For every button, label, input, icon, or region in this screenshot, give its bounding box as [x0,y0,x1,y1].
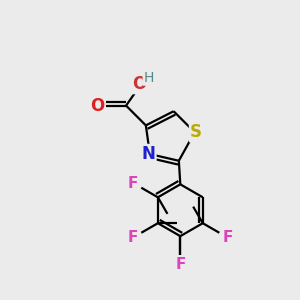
Text: F: F [128,230,138,245]
Text: F: F [128,176,138,190]
Text: S: S [190,123,202,141]
Text: O: O [90,97,105,115]
Text: F: F [175,257,185,272]
Text: O: O [133,75,147,93]
Text: H: H [143,71,154,85]
Text: F: F [222,230,233,245]
Text: N: N [142,145,155,163]
